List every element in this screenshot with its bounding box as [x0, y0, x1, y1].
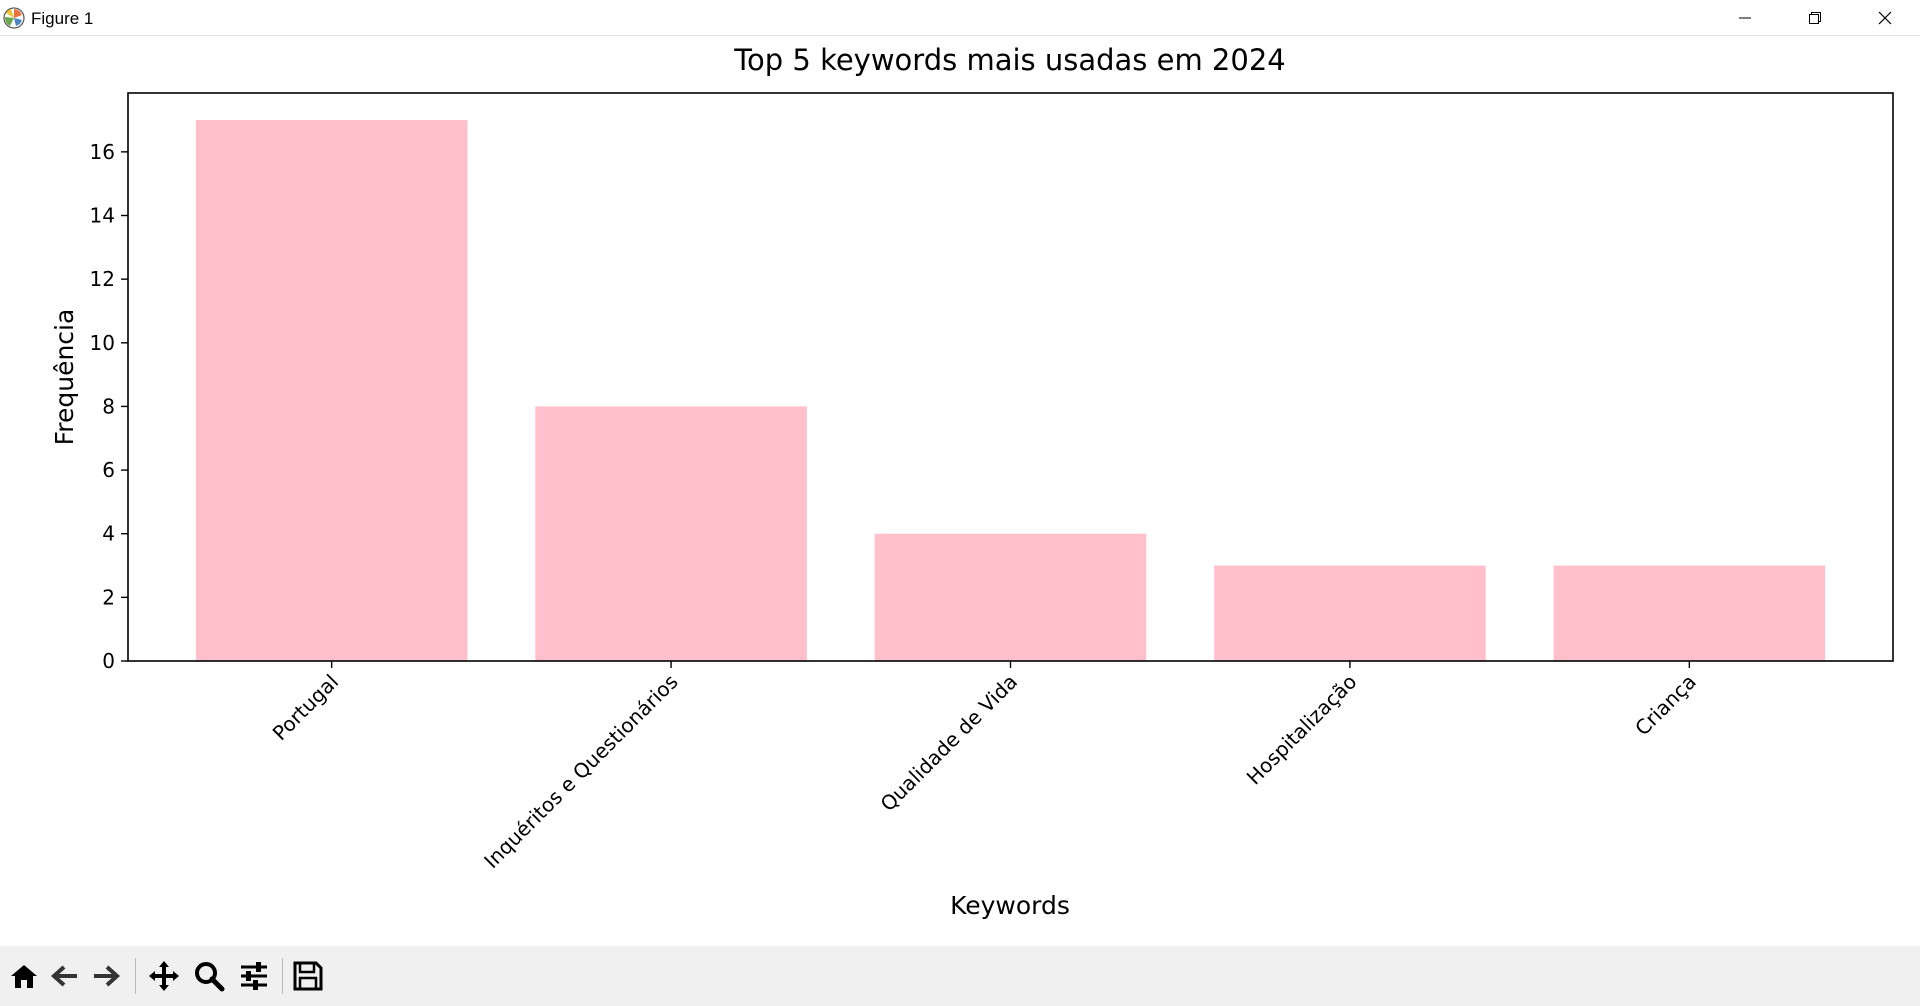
navigation-toolbar	[0, 946, 1920, 1006]
minimize-button[interactable]	[1710, 0, 1780, 36]
y-axis-label: Frequência	[50, 309, 79, 446]
matplotlib-icon	[3, 7, 25, 29]
restore-button[interactable]	[1780, 0, 1850, 36]
forward-arrow-icon	[94, 965, 120, 987]
toolbar-separator	[135, 958, 136, 994]
configure-subplots-button[interactable]	[236, 956, 272, 996]
minimize-icon	[1739, 17, 1751, 19]
y-tick-label: 2	[102, 585, 115, 609]
back-button[interactable]	[47, 956, 83, 996]
bar	[195, 120, 468, 662]
home-button[interactable]	[6, 956, 42, 996]
x-axis-label: Keywords	[950, 891, 1070, 920]
y-tick-label: 4	[102, 522, 115, 546]
close-button[interactable]	[1850, 0, 1920, 36]
bar-chart: Top 5 keywords mais usadas em 2024 0 2 4 6 8…	[50, 43, 1894, 920]
figure-canvas[interactable]: Top 5 keywords mais usadas em 2024 0 2 4 6 8…	[0, 36, 1920, 946]
window-titlebar: Figure 1	[0, 0, 1920, 36]
plot-area-frame	[127, 92, 1894, 662]
toolbar-separator	[282, 958, 283, 994]
restore-icon	[1809, 12, 1821, 24]
x-tick-label: Portugal	[268, 670, 344, 746]
bar	[874, 533, 1147, 661]
x-tick-label: Qualidade de Vida	[876, 670, 1023, 817]
y-tick-label: 14	[90, 204, 115, 228]
x-tick-label: Inquéritos e Questionários	[479, 670, 682, 873]
x-tick-label: Criança	[1630, 670, 1701, 741]
save-icon	[293, 961, 323, 991]
y-tick-label: 16	[90, 140, 115, 164]
bars-group	[195, 120, 1826, 662]
zoom-button[interactable]	[191, 956, 227, 996]
y-tick-label: 8	[102, 394, 115, 418]
bar	[1553, 565, 1826, 661]
save-button[interactable]	[290, 956, 326, 996]
pan-icon	[149, 961, 179, 991]
configure-subplots-icon	[241, 962, 267, 990]
y-tick-label: 6	[102, 458, 115, 482]
y-tick-label: 12	[90, 267, 115, 291]
bar	[535, 406, 807, 661]
pan-button[interactable]	[146, 956, 182, 996]
close-icon	[1878, 11, 1892, 25]
zoom-icon	[195, 962, 225, 992]
y-axis-ticks: 0 2 4 6 8 10 12 14 16	[90, 140, 128, 673]
back-arrow-icon	[51, 965, 77, 987]
window-title: Figure 1	[31, 9, 94, 28]
chart-title: Top 5 keywords mais usadas em 2024	[733, 43, 1285, 77]
y-tick-label: 10	[90, 331, 115, 355]
y-tick-label: 0	[102, 649, 115, 673]
x-tick-label: Hospitalização	[1242, 670, 1362, 790]
x-axis-ticks: Portugal Inquéritos e Questionários Qualid…	[268, 661, 1701, 873]
bar	[1214, 565, 1486, 661]
forward-button[interactable]	[88, 956, 124, 996]
home-icon	[11, 965, 37, 988]
